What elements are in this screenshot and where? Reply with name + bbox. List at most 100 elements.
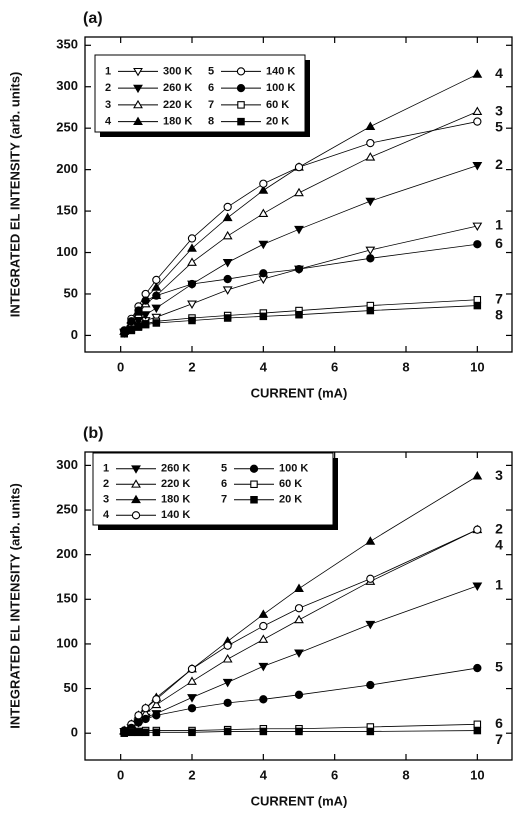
marker xyxy=(473,726,482,735)
marker xyxy=(473,525,482,534)
marker xyxy=(187,279,197,289)
y-tick-label: 250 xyxy=(56,501,78,516)
marker xyxy=(294,187,304,197)
marker xyxy=(152,728,161,737)
x-tick-label: 2 xyxy=(188,767,195,782)
x-tick-label: 10 xyxy=(470,359,484,374)
marker xyxy=(187,257,197,266)
x-tick-label: 8 xyxy=(402,767,409,782)
marker xyxy=(187,676,197,685)
plot-frame xyxy=(84,451,513,761)
legend-marker xyxy=(250,495,258,504)
marker xyxy=(294,604,304,613)
marker xyxy=(188,728,196,737)
marker xyxy=(294,225,304,235)
series-end-label: 2 xyxy=(495,156,503,172)
marker xyxy=(472,582,483,591)
marker xyxy=(366,306,375,315)
legend-number: 7 xyxy=(208,99,214,111)
marker xyxy=(365,246,376,256)
marker xyxy=(473,240,482,249)
marker xyxy=(294,162,304,172)
marker xyxy=(366,574,375,583)
marker xyxy=(127,728,136,737)
legend-number: 2 xyxy=(103,478,109,490)
x-tick-label: 10 xyxy=(470,767,484,782)
legend-marker xyxy=(237,101,245,109)
legend-marker xyxy=(237,117,245,126)
x-tick-label: 0 xyxy=(117,767,124,782)
marker xyxy=(365,121,376,130)
legend-number: 5 xyxy=(221,463,227,475)
series-end-label: 2 xyxy=(495,520,503,536)
x-tick-label: 6 xyxy=(331,359,338,374)
marker xyxy=(134,323,143,331)
y-tick-label: 50 xyxy=(64,680,78,695)
marker xyxy=(151,699,162,709)
legend-number: 6 xyxy=(208,82,214,94)
marker xyxy=(472,69,483,78)
series-end-label: 3 xyxy=(495,467,503,483)
marker xyxy=(472,471,483,480)
marker xyxy=(223,698,232,708)
marker xyxy=(222,678,233,688)
y-tick-label: 100 xyxy=(56,635,78,650)
marker xyxy=(134,306,143,315)
legend-number: 3 xyxy=(105,99,111,111)
marker xyxy=(120,729,128,737)
series-end-label: 3 xyxy=(495,102,503,118)
series-end-label: 1 xyxy=(495,577,503,593)
marker xyxy=(134,711,143,720)
marker xyxy=(258,662,269,672)
marker xyxy=(294,649,304,658)
marker xyxy=(295,310,303,319)
marker xyxy=(223,727,232,736)
marker xyxy=(294,614,304,624)
y-tick-label: 300 xyxy=(56,457,78,472)
legend-number: 4 xyxy=(103,509,110,521)
legend-label: 260 K xyxy=(161,463,190,475)
marker xyxy=(223,641,232,650)
legend-number: 7 xyxy=(221,494,227,506)
y-tick-label: 0 xyxy=(71,327,78,342)
series-end-label: 1 xyxy=(495,217,503,233)
marker xyxy=(472,222,483,232)
legend-label: 300 K xyxy=(163,65,192,77)
marker xyxy=(151,282,162,291)
legend-label: 140 K xyxy=(266,65,295,77)
marker xyxy=(473,117,482,126)
x-tick-label: 6 xyxy=(331,767,338,782)
y-tick-label: 350 xyxy=(56,37,78,52)
legend-number: 4 xyxy=(105,116,112,128)
legend-marker xyxy=(236,67,246,76)
marker xyxy=(187,243,197,252)
series-end-label: 7 xyxy=(495,290,503,306)
y-tick-label: 100 xyxy=(56,244,78,259)
series-line xyxy=(123,529,478,731)
panel: (a) 0 50 100 150 200 250 300 350 0 2 4 6 8 10 CURRENT (… xyxy=(7,10,513,400)
marker xyxy=(152,695,161,704)
marker xyxy=(473,663,482,673)
marker xyxy=(187,704,197,713)
legend-label: 60 K xyxy=(279,478,302,490)
legend-number: 2 xyxy=(105,82,111,94)
y-axis-title: INTEGRATED EL INTENSITY (arb. units) xyxy=(7,72,22,318)
marker xyxy=(141,320,150,329)
legend-marker xyxy=(249,464,259,473)
marker xyxy=(141,296,150,305)
y-tick-label: 300 xyxy=(56,78,78,93)
series-line xyxy=(124,667,478,732)
marker xyxy=(152,275,161,285)
legend-label: 180 K xyxy=(163,116,192,128)
legend-marker xyxy=(133,84,143,94)
x-tick-label: 4 xyxy=(260,767,268,782)
legend-label: 220 K xyxy=(163,99,192,111)
legend-marker xyxy=(250,480,258,488)
marker xyxy=(294,690,304,699)
marker xyxy=(222,230,233,240)
legend-label: 260 K xyxy=(163,82,192,94)
marker xyxy=(141,704,150,713)
legend-marker xyxy=(131,511,141,520)
